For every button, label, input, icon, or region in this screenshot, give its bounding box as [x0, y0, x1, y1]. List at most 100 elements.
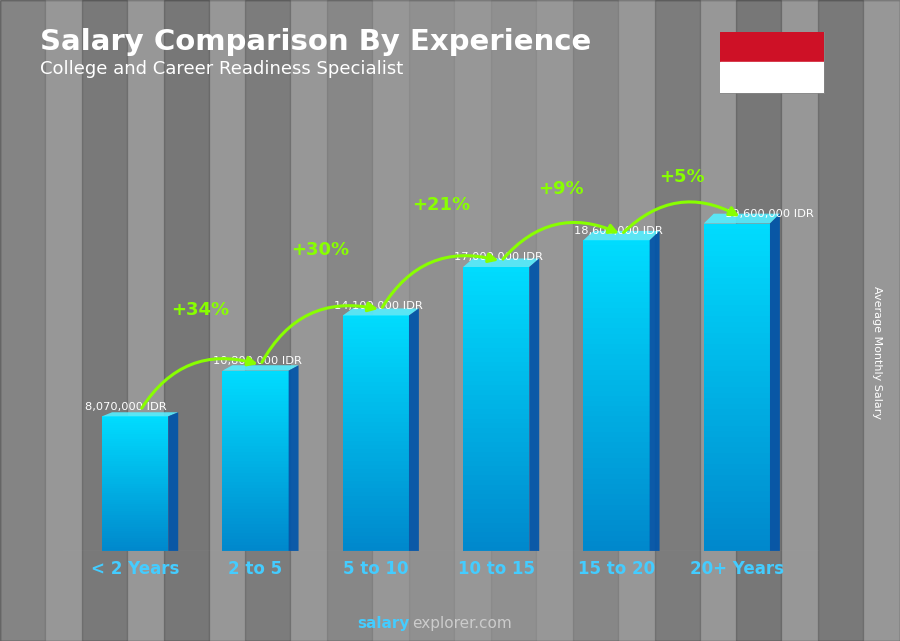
Bar	[222, 404, 289, 407]
Bar	[464, 433, 529, 438]
Bar	[343, 335, 409, 339]
Bar	[464, 347, 529, 353]
Bar	[704, 382, 770, 387]
FancyArrowPatch shape	[382, 254, 495, 307]
Bar	[583, 287, 650, 292]
Bar	[704, 480, 770, 486]
Bar	[102, 428, 168, 430]
Bar	[102, 423, 168, 426]
Bar	[583, 256, 650, 261]
Bar	[464, 476, 529, 480]
Text: +21%: +21%	[412, 196, 470, 214]
Bar	[222, 377, 289, 379]
Bar	[343, 485, 409, 488]
Bar	[583, 546, 650, 551]
Bar	[102, 439, 168, 441]
Bar	[704, 442, 770, 447]
Bar	[583, 276, 650, 281]
Bar	[222, 500, 289, 503]
Bar	[102, 463, 168, 466]
Bar	[343, 445, 409, 449]
Bar	[343, 359, 409, 363]
Bar	[720, 63, 824, 93]
Bar	[222, 407, 289, 410]
Bar	[583, 474, 650, 479]
Bar	[343, 437, 409, 441]
Bar	[343, 413, 409, 418]
Bar	[464, 276, 529, 281]
Bar	[102, 495, 168, 497]
Bar	[343, 433, 409, 437]
Polygon shape	[583, 231, 660, 240]
Bar	[464, 419, 529, 423]
Bar	[343, 524, 409, 528]
Bar	[222, 476, 289, 479]
Bar	[102, 549, 168, 551]
Bar	[583, 541, 650, 546]
Bar	[102, 420, 168, 423]
Polygon shape	[704, 213, 780, 224]
Bar	[343, 531, 409, 535]
Bar	[464, 353, 529, 357]
FancyArrowPatch shape	[141, 358, 255, 408]
Bar	[343, 394, 409, 398]
Bar	[583, 360, 650, 365]
Bar	[464, 447, 529, 452]
Bar	[102, 484, 168, 486]
Bar	[102, 441, 168, 444]
Bar	[222, 449, 289, 452]
Bar	[102, 454, 168, 457]
Bar	[222, 398, 289, 401]
Bar	[0, 0, 45, 641]
Bar	[222, 527, 289, 530]
Bar	[704, 300, 770, 306]
Bar	[222, 470, 289, 473]
Bar	[704, 229, 770, 235]
Bar	[464, 338, 529, 343]
Bar	[464, 423, 529, 428]
Bar	[343, 492, 409, 496]
Bar	[102, 493, 168, 495]
Text: 18,600,000 IDR: 18,600,000 IDR	[574, 226, 663, 236]
Bar	[222, 533, 289, 537]
Bar	[704, 437, 770, 442]
Bar	[343, 535, 409, 540]
Bar	[343, 481, 409, 485]
Bar	[464, 272, 529, 276]
Bar	[583, 240, 650, 246]
Bar	[343, 449, 409, 453]
Bar	[583, 281, 650, 287]
Bar	[704, 535, 770, 540]
Bar	[704, 420, 770, 426]
Bar	[464, 456, 529, 462]
Bar	[343, 457, 409, 461]
Bar	[464, 300, 529, 305]
Text: salary: salary	[357, 615, 410, 631]
Bar	[343, 516, 409, 520]
Bar	[464, 286, 529, 290]
Bar	[464, 395, 529, 399]
Bar	[818, 0, 863, 641]
Bar	[704, 475, 770, 480]
Bar	[343, 363, 409, 367]
Polygon shape	[650, 231, 660, 551]
Bar	[102, 542, 168, 544]
Bar	[102, 479, 168, 481]
Bar	[222, 370, 289, 374]
FancyArrowPatch shape	[624, 202, 736, 233]
Bar	[222, 440, 289, 443]
Bar	[704, 458, 770, 464]
Bar	[704, 349, 770, 354]
Bar	[102, 468, 168, 470]
Bar	[343, 472, 409, 477]
Bar	[583, 504, 650, 510]
Bar	[583, 333, 650, 338]
Text: 8,070,000 IDR: 8,070,000 IDR	[85, 402, 166, 412]
Bar	[343, 528, 409, 531]
Bar	[343, 540, 409, 544]
Bar	[343, 347, 409, 351]
Bar	[464, 499, 529, 504]
Bar	[222, 509, 289, 512]
Bar	[464, 485, 529, 490]
Bar	[343, 512, 409, 516]
